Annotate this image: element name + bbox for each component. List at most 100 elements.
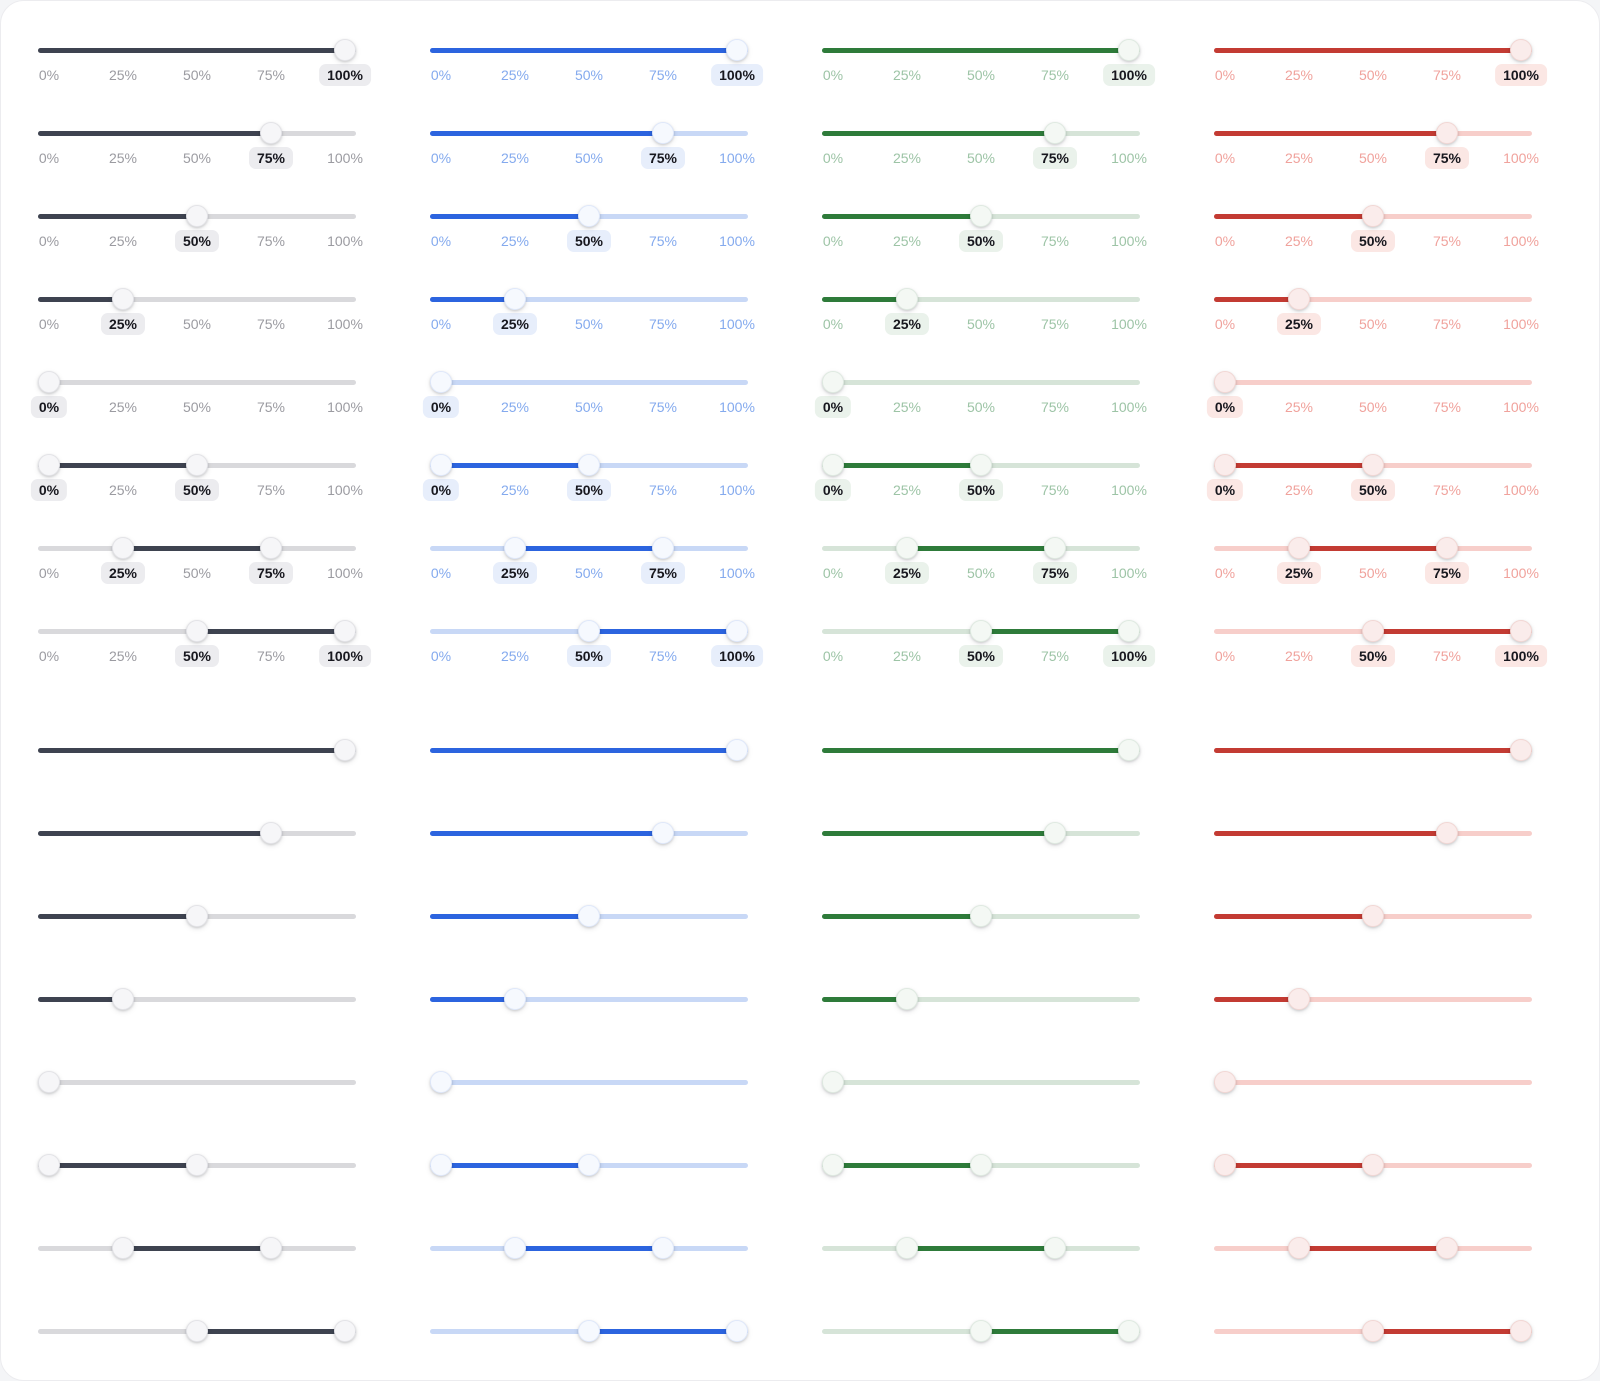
slider-handle[interactable] [504,988,526,1010]
slider-handle[interactable] [1510,620,1532,642]
slider-handle[interactable] [896,288,918,310]
slider-handle[interactable] [1510,739,1532,761]
slider-handle[interactable] [970,205,992,227]
slider-track[interactable] [38,1071,356,1093]
slider-handle[interactable] [652,822,674,844]
slider-handle[interactable] [430,454,452,476]
slider-track[interactable] [38,288,356,310]
slider-handle[interactable] [726,1320,748,1342]
slider-track[interactable] [430,122,748,144]
slider-handle[interactable] [112,537,134,559]
slider-handle[interactable] [970,454,992,476]
slider-handle[interactable] [1118,739,1140,761]
slider-handle[interactable] [652,1237,674,1259]
slider-handle[interactable] [38,1154,60,1176]
slider-handle[interactable] [334,39,356,61]
slider-track[interactable] [1214,1071,1532,1093]
slider-handle[interactable] [1436,822,1458,844]
slider-handle[interactable] [1510,39,1532,61]
slider-handle[interactable] [38,371,60,393]
slider-track[interactable] [430,205,748,227]
slider-handle[interactable] [1362,620,1384,642]
slider-handle[interactable] [1510,1320,1532,1342]
slider-track[interactable] [38,39,356,61]
slider-handle[interactable] [970,905,992,927]
slider-track[interactable] [430,739,748,761]
slider-handle[interactable] [1362,905,1384,927]
slider-handle[interactable] [1044,122,1066,144]
slider-handle[interactable] [1362,205,1384,227]
slider-handle[interactable] [1118,39,1140,61]
slider-track[interactable] [38,905,356,927]
slider-handle[interactable] [186,620,208,642]
slider-handle[interactable] [1436,122,1458,144]
slider-handle[interactable] [1362,1320,1384,1342]
slider-handle[interactable] [1214,1154,1236,1176]
slider-track[interactable] [822,988,1140,1010]
slider-track[interactable] [822,739,1140,761]
slider-handle[interactable] [1288,288,1310,310]
slider-handle[interactable] [186,1154,208,1176]
slider-track[interactable] [1214,1154,1532,1176]
slider-track[interactable] [822,1071,1140,1093]
slider-handle[interactable] [504,537,526,559]
slider-handle[interactable] [578,454,600,476]
slider-track[interactable] [430,1154,748,1176]
slider-handle[interactable] [1362,454,1384,476]
slider-handle[interactable] [896,537,918,559]
slider-handle[interactable] [1288,537,1310,559]
slider-track[interactable] [38,988,356,1010]
slider-handle[interactable] [430,1071,452,1093]
slider-track[interactable] [1214,537,1532,559]
slider-track[interactable] [822,371,1140,393]
slider-handle[interactable] [1436,1237,1458,1259]
slider-handle[interactable] [578,905,600,927]
slider-handle[interactable] [430,371,452,393]
slider-track[interactable] [430,454,748,476]
slider-handle[interactable] [1118,620,1140,642]
slider-track[interactable] [38,371,356,393]
slider-track[interactable] [1214,122,1532,144]
slider-track[interactable] [1214,454,1532,476]
slider-handle[interactable] [578,1320,600,1342]
slider-track[interactable] [822,1237,1140,1259]
slider-handle[interactable] [578,1154,600,1176]
slider-handle[interactable] [112,288,134,310]
slider-handle[interactable] [896,1237,918,1259]
slider-handle[interactable] [186,1320,208,1342]
slider-handle[interactable] [1118,1320,1140,1342]
slider-track[interactable] [430,288,748,310]
slider-handle[interactable] [38,454,60,476]
slider-track[interactable] [822,1154,1140,1176]
slider-handle[interactable] [334,1320,356,1342]
slider-handle[interactable] [726,39,748,61]
slider-handle[interactable] [504,1237,526,1259]
slider-handle[interactable] [970,1320,992,1342]
slider-handle[interactable] [38,1071,60,1093]
slider-track[interactable] [38,537,356,559]
slider-handle[interactable] [1362,1154,1384,1176]
slider-track[interactable] [430,1320,748,1342]
slider-track[interactable] [430,537,748,559]
slider-handle[interactable] [822,1154,844,1176]
slider-handle[interactable] [260,1237,282,1259]
slider-handle[interactable] [186,205,208,227]
slider-handle[interactable] [186,905,208,927]
slider-track[interactable] [38,620,356,642]
slider-handle[interactable] [1044,537,1066,559]
slider-handle[interactable] [896,988,918,1010]
slider-handle[interactable] [334,620,356,642]
slider-track[interactable] [822,39,1140,61]
slider-track[interactable] [38,454,356,476]
slider-handle[interactable] [578,205,600,227]
slider-track[interactable] [822,205,1140,227]
slider-track[interactable] [430,371,748,393]
slider-track[interactable] [822,122,1140,144]
slider-handle[interactable] [504,288,526,310]
slider-handle[interactable] [970,1154,992,1176]
slider-track[interactable] [1214,288,1532,310]
slider-track[interactable] [1214,822,1532,844]
slider-handle[interactable] [822,454,844,476]
slider-handle[interactable] [1214,454,1236,476]
slider-handle[interactable] [1044,822,1066,844]
